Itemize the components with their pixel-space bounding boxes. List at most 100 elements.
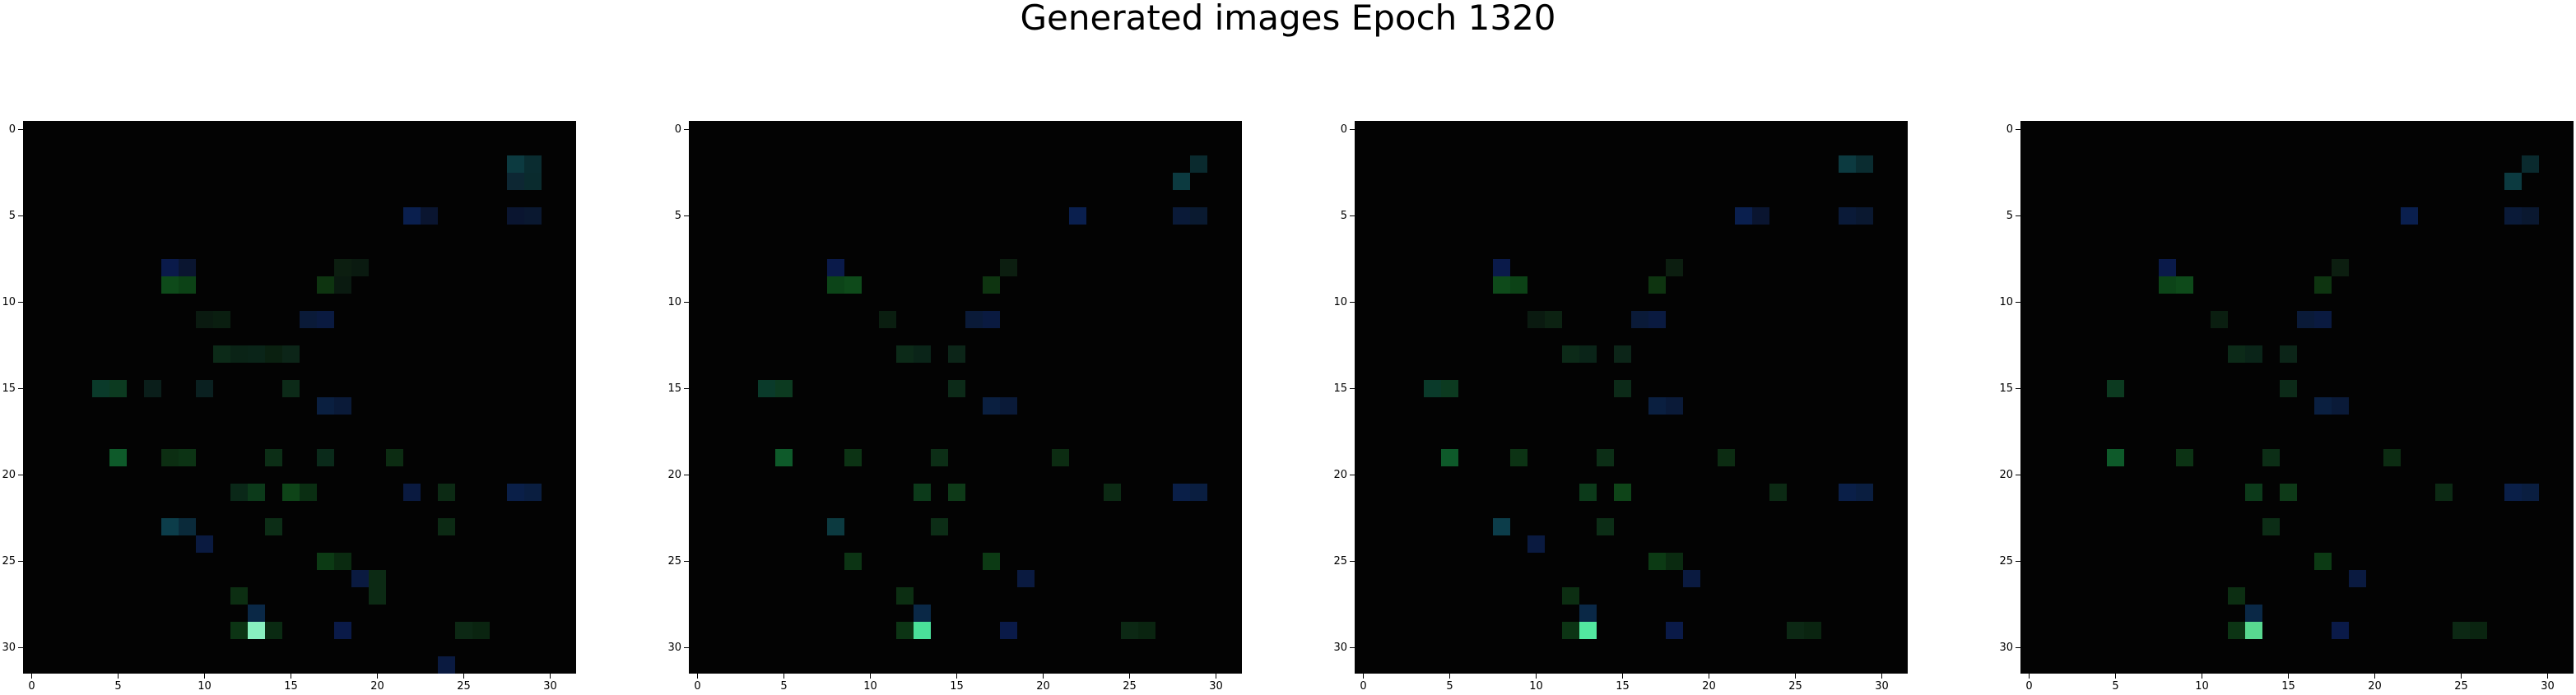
heatmap-cell bbox=[2159, 276, 2176, 294]
x-tick-mark bbox=[1043, 674, 1044, 679]
y-tick-label: 15 bbox=[2, 382, 16, 395]
heatmap-cell bbox=[1579, 484, 1597, 501]
heatmap-cell bbox=[1666, 397, 1683, 415]
x-tick-label: 5 bbox=[780, 680, 788, 693]
heatmap-cell bbox=[248, 622, 265, 639]
x-tick-label: 10 bbox=[1529, 680, 1543, 693]
heatmap-cell bbox=[2504, 173, 2522, 190]
heatmap-cell bbox=[827, 276, 844, 294]
heatmap-cell bbox=[334, 276, 351, 294]
heatmap-cell bbox=[983, 397, 1000, 415]
heatmap-cell bbox=[1190, 207, 1207, 225]
heatmap-cell bbox=[455, 622, 472, 639]
heatmap-cell bbox=[317, 449, 334, 466]
heatmap-cell bbox=[1839, 155, 1856, 173]
x-tick-mark bbox=[1363, 674, 1364, 679]
heatmap-cell bbox=[230, 345, 248, 363]
x-tick-label: 0 bbox=[694, 680, 701, 693]
heatmap-cell bbox=[2504, 207, 2522, 225]
heatmap-cell bbox=[1579, 345, 1597, 363]
y-tick-label: 0 bbox=[2006, 123, 2013, 136]
heatmap-cell bbox=[1000, 622, 1017, 639]
heatmap-cell bbox=[265, 518, 282, 535]
x-tick-label: 5 bbox=[1446, 680, 1453, 693]
heatmap-cell bbox=[230, 622, 248, 639]
heatmap-cell bbox=[1510, 449, 1527, 466]
heatmap-cell bbox=[438, 484, 455, 501]
heatmap-cell bbox=[369, 570, 386, 587]
heatmap-cell bbox=[1562, 622, 1579, 639]
heatmap-cell bbox=[2245, 345, 2262, 363]
heatmap-cell bbox=[334, 397, 351, 415]
x-tick-mark bbox=[2029, 674, 2030, 679]
y-tick-label: 0 bbox=[1340, 123, 1347, 136]
y-tick-mark bbox=[18, 388, 23, 389]
y-tick-label: 30 bbox=[1999, 641, 2013, 654]
heatmap-cell bbox=[1597, 449, 1614, 466]
heatmap-cell bbox=[317, 553, 334, 570]
heatmap-cell bbox=[879, 311, 896, 328]
heatmap-cell bbox=[1579, 622, 1597, 639]
heatmap-cell bbox=[1562, 587, 1579, 605]
heatmap-cell bbox=[1000, 397, 1017, 415]
heatmap-cell bbox=[2262, 518, 2280, 535]
heatmap-cell bbox=[758, 380, 775, 397]
heatmap-cell bbox=[1804, 622, 1821, 639]
heatmap-cell bbox=[844, 276, 862, 294]
heatmap-cell bbox=[386, 449, 403, 466]
x-tick-mark bbox=[31, 674, 32, 679]
heatmap-cell bbox=[2383, 449, 2401, 466]
heatmap-cell bbox=[2107, 449, 2124, 466]
x-tick-label: 25 bbox=[457, 680, 471, 693]
heatmap-cell bbox=[144, 380, 161, 397]
heatmap-cell bbox=[2314, 553, 2332, 570]
x-tick-label: 30 bbox=[1875, 680, 1889, 693]
heatmap-cell bbox=[179, 449, 196, 466]
heatmap-cell bbox=[438, 656, 455, 674]
heatmap-cell bbox=[1597, 518, 1614, 535]
x-tick-mark bbox=[1536, 674, 1537, 679]
heatmap-cell bbox=[2332, 259, 2349, 276]
heatmap-cell bbox=[1648, 397, 1666, 415]
y-tick-label: 25 bbox=[1333, 554, 1347, 568]
y-tick-label: 20 bbox=[2, 468, 16, 481]
heatmap-cell bbox=[265, 345, 282, 363]
heatmap-cell bbox=[507, 207, 524, 225]
heatmap-cell bbox=[948, 380, 965, 397]
x-tick-label: 30 bbox=[543, 680, 557, 693]
heatmap-cell bbox=[524, 155, 542, 173]
y-tick-label: 5 bbox=[8, 209, 16, 222]
x-tick-mark bbox=[2115, 674, 2116, 679]
heatmap-cell bbox=[2159, 259, 2176, 276]
heatmap-cell bbox=[2504, 484, 2522, 501]
heatmap-cell bbox=[1527, 535, 1545, 553]
heatmap-cell bbox=[179, 518, 196, 535]
heatmap-cell bbox=[775, 449, 793, 466]
heatmap-cell bbox=[896, 345, 914, 363]
heatmap-cell bbox=[2332, 397, 2349, 415]
x-tick-label: 30 bbox=[2541, 680, 2555, 693]
heatmap-cell bbox=[265, 449, 282, 466]
x-tick-label: 5 bbox=[114, 680, 122, 693]
heatmap-cell bbox=[2349, 570, 2366, 587]
heatmap-cell bbox=[1173, 173, 1190, 190]
y-tick-label: 10 bbox=[1999, 295, 2013, 308]
y-tick-label: 30 bbox=[667, 641, 681, 654]
x-tick-label: 15 bbox=[1616, 680, 1630, 693]
x-tick-mark bbox=[870, 674, 871, 679]
y-tick-label: 30 bbox=[1333, 641, 1347, 654]
heatmap-cell bbox=[1648, 311, 1666, 328]
y-tick-label: 5 bbox=[2006, 209, 2013, 222]
heatmap-cell bbox=[507, 484, 524, 501]
y-tick-label: 10 bbox=[667, 295, 681, 308]
x-tick-mark bbox=[956, 674, 957, 679]
heatmap-cell bbox=[1510, 276, 1527, 294]
heatmap-cell bbox=[2453, 622, 2470, 639]
y-tick-mark bbox=[684, 647, 689, 648]
heatmap-cell bbox=[1493, 259, 1510, 276]
x-tick-label: 20 bbox=[1702, 680, 1716, 693]
heatmap-cell bbox=[914, 605, 931, 622]
heatmap-cell bbox=[1856, 207, 1873, 225]
x-tick-label: 30 bbox=[1209, 680, 1223, 693]
heatmap-cell bbox=[507, 173, 524, 190]
